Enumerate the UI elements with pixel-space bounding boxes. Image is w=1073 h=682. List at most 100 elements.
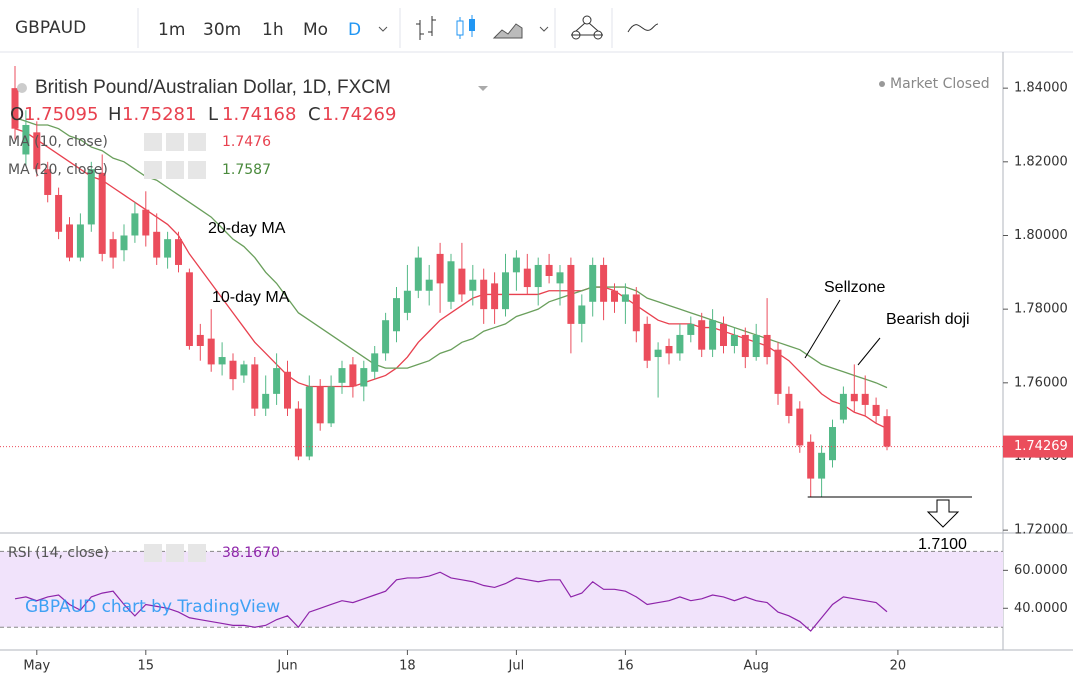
interval[interactable]: Mo bbox=[303, 20, 328, 40]
candle-body bbox=[720, 323, 727, 346]
button[interactable] bbox=[188, 544, 206, 562]
candle-body bbox=[262, 393, 270, 409]
last-price-box bbox=[1003, 435, 1073, 458]
candle-body bbox=[774, 349, 782, 394]
ohlc-value: 1.74269 bbox=[322, 104, 396, 125]
candle-body bbox=[807, 441, 815, 479]
legend-buttons bbox=[144, 133, 206, 562]
candle-body bbox=[240, 364, 248, 376]
ohlc-key: H bbox=[108, 104, 122, 125]
x-tick-label: Jun bbox=[276, 659, 297, 674]
candle-body bbox=[850, 393, 858, 402]
button[interactable] bbox=[144, 161, 162, 179]
symbol[interactable]: GBPAUD bbox=[15, 18, 86, 38]
candle-body bbox=[142, 209, 150, 236]
candle-body bbox=[98, 172, 106, 254]
button[interactable] bbox=[166, 544, 184, 562]
y-tick-label: 1.82000 bbox=[1014, 154, 1068, 169]
candle-body bbox=[534, 264, 542, 288]
legend-value: 38.1670 bbox=[222, 545, 280, 561]
candle-body bbox=[665, 345, 673, 354]
compare-icon[interactable] bbox=[627, 23, 659, 33]
legend-entry: MA (10, close) bbox=[8, 134, 108, 150]
annotation: 10-day MA bbox=[212, 289, 290, 306]
moving-average bbox=[14, 117, 888, 389]
candle-body bbox=[567, 264, 575, 324]
candle-body bbox=[458, 268, 466, 295]
target-arrow bbox=[926, 499, 960, 528]
toolbar: GBPAUD 1m 30m 1h Mo D bbox=[0, 8, 1073, 53]
moving-average bbox=[14, 128, 888, 430]
candle-body bbox=[196, 334, 204, 346]
candle-body bbox=[752, 334, 760, 358]
candle-body bbox=[218, 357, 226, 365]
y-tick-label: 1.80000 bbox=[1014, 228, 1068, 243]
dropdown[interactable] bbox=[378, 26, 388, 32]
interval[interactable]: 30m bbox=[203, 20, 241, 40]
candle-body bbox=[305, 386, 313, 457]
candle-body bbox=[251, 364, 259, 409]
x-tick-label: 20 bbox=[890, 659, 907, 674]
button[interactable] bbox=[144, 544, 162, 562]
y-tick-label: 40.0000 bbox=[1014, 601, 1068, 616]
candle-body bbox=[861, 393, 869, 405]
candle-body bbox=[621, 294, 629, 302]
legend-value: 1.7587 bbox=[222, 162, 271, 178]
indicators-icon[interactable] bbox=[571, 15, 603, 40]
candle-body bbox=[55, 194, 63, 232]
candle-body bbox=[338, 368, 346, 383]
candle-body bbox=[76, 224, 84, 258]
legend-entry: RSI (14, close) bbox=[8, 545, 109, 561]
candle-body bbox=[502, 272, 509, 310]
candle-body bbox=[611, 290, 618, 302]
interval[interactable]: 1h bbox=[262, 20, 284, 40]
chart-title: British Pound/Australian Dollar, 1D, FXC… bbox=[35, 77, 391, 98]
candle-body bbox=[447, 261, 455, 302]
x-tick-label: Jul bbox=[508, 659, 525, 674]
interval[interactable]: 1m bbox=[158, 20, 185, 40]
button[interactable] bbox=[166, 133, 184, 151]
candle-body bbox=[393, 298, 400, 332]
candle-body bbox=[796, 408, 804, 446]
candle-body bbox=[120, 235, 128, 251]
candle-body bbox=[872, 404, 880, 416]
candle-body bbox=[382, 320, 390, 354]
market-status: Market Closed bbox=[890, 76, 990, 92]
annotation: Bearish doji bbox=[886, 311, 970, 328]
ohlc-key: C bbox=[308, 104, 321, 125]
ohlc-value: 1.75281 bbox=[122, 104, 196, 125]
candle-body bbox=[175, 239, 182, 265]
annotation: 1.7100 bbox=[918, 536, 967, 553]
button[interactable] bbox=[144, 133, 162, 151]
candle-body bbox=[523, 268, 531, 288]
candle-body bbox=[491, 283, 499, 310]
button[interactable] bbox=[188, 133, 206, 151]
annotation: Sellzone bbox=[824, 279, 885, 296]
area-icon[interactable] bbox=[492, 23, 523, 39]
y-tick-label: 60.0000 bbox=[1014, 563, 1068, 578]
candle-body bbox=[654, 349, 662, 358]
candle-body bbox=[294, 408, 302, 457]
dropdown[interactable] bbox=[539, 26, 549, 32]
candle-body bbox=[730, 334, 738, 346]
button[interactable] bbox=[188, 161, 206, 179]
x-tick-label: 18 bbox=[399, 659, 416, 674]
candle-body bbox=[414, 257, 422, 291]
bars-icon[interactable] bbox=[416, 16, 436, 40]
candle-body bbox=[436, 253, 444, 284]
y-tick-label: 1.72000 bbox=[1014, 523, 1068, 538]
candle-body bbox=[741, 334, 749, 358]
ohlc-value: 1.75095 bbox=[24, 104, 98, 125]
candle-body bbox=[709, 320, 717, 350]
candle-body bbox=[164, 239, 172, 258]
button[interactable] bbox=[166, 161, 184, 179]
ohlc-value: 1.74168 bbox=[222, 104, 296, 125]
status-dot bbox=[879, 81, 885, 87]
rsi-line bbox=[14, 571, 888, 632]
title-menu[interactable] bbox=[478, 86, 488, 91]
interval-active[interactable]: D bbox=[348, 20, 361, 40]
ohlc-key: O bbox=[10, 104, 24, 125]
annotation: 20-day MA bbox=[208, 220, 286, 237]
candles-icon[interactable] bbox=[456, 15, 475, 39]
